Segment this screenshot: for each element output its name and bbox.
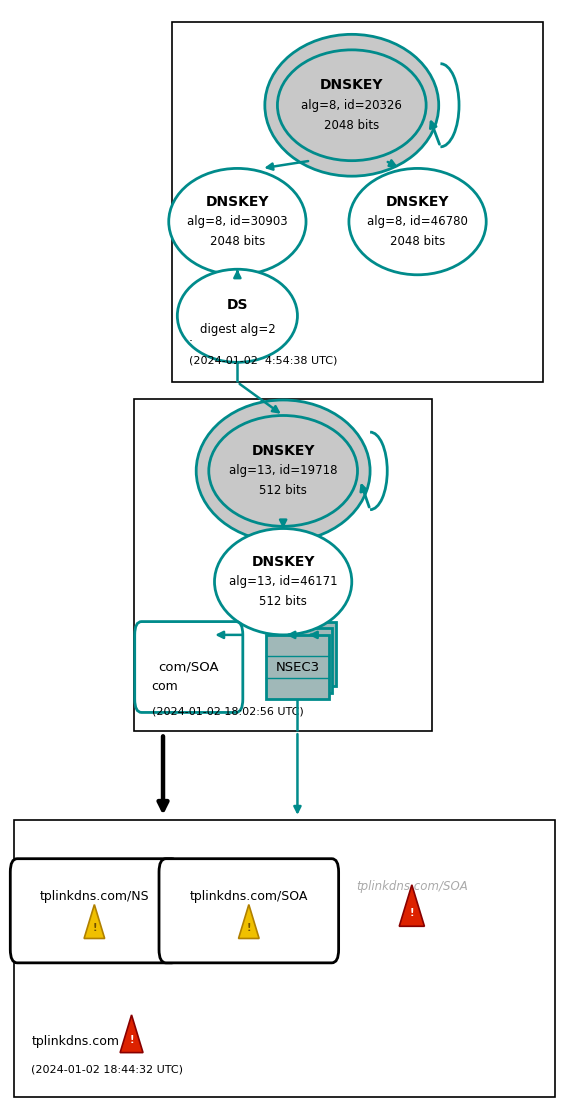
Bar: [14, 820, 555, 1097]
Text: alg=8, id=30903: alg=8, id=30903: [187, 215, 288, 228]
Text: DNSKEY: DNSKEY: [205, 195, 269, 208]
Bar: [134, 399, 432, 731]
Text: (2024-01-02 18:44:32 UTC): (2024-01-02 18:44:32 UTC): [31, 1064, 184, 1075]
FancyBboxPatch shape: [135, 622, 243, 712]
Text: tplinkdns.com: tplinkdns.com: [31, 1035, 120, 1048]
Text: tplinkdns.com/NS: tplinkdns.com/NS: [39, 890, 149, 903]
Text: alg=13, id=19718: alg=13, id=19718: [229, 464, 337, 478]
Text: com: com: [152, 680, 178, 694]
Text: digest alg=2: digest alg=2: [200, 322, 275, 336]
Polygon shape: [120, 1015, 143, 1053]
FancyBboxPatch shape: [273, 622, 336, 686]
Ellipse shape: [196, 400, 370, 542]
FancyBboxPatch shape: [269, 628, 332, 692]
FancyBboxPatch shape: [266, 635, 329, 699]
Text: tplinkdns.com/SOA: tplinkdns.com/SOA: [190, 890, 308, 903]
FancyBboxPatch shape: [159, 859, 339, 963]
Ellipse shape: [209, 416, 358, 526]
Text: !: !: [92, 923, 97, 933]
Text: (2024-01-02  4:54:38 UTC): (2024-01-02 4:54:38 UTC): [189, 355, 337, 366]
Text: DS: DS: [227, 298, 248, 311]
Text: DNSKEY: DNSKEY: [251, 555, 315, 568]
FancyBboxPatch shape: [10, 859, 178, 963]
Text: DNSKEY: DNSKEY: [251, 444, 315, 458]
Ellipse shape: [177, 269, 297, 362]
Text: alg=8, id=20326: alg=8, id=20326: [301, 99, 402, 112]
Text: 2048 bits: 2048 bits: [390, 235, 445, 248]
Text: (2024-01-02 18:02:56 UTC): (2024-01-02 18:02:56 UTC): [152, 706, 303, 717]
Polygon shape: [399, 885, 424, 926]
Ellipse shape: [277, 50, 426, 161]
Ellipse shape: [214, 529, 352, 635]
Text: 512 bits: 512 bits: [259, 484, 307, 497]
Text: !: !: [247, 923, 251, 933]
Text: alg=13, id=46171: alg=13, id=46171: [229, 575, 337, 588]
Text: alg=8, id=46780: alg=8, id=46780: [367, 215, 468, 228]
Text: 2048 bits: 2048 bits: [210, 235, 265, 248]
Text: com/SOA: com/SOA: [158, 660, 219, 674]
Text: NSEC3: NSEC3: [275, 660, 320, 674]
Ellipse shape: [169, 168, 306, 275]
Ellipse shape: [349, 168, 486, 275]
Text: DNSKEY: DNSKEY: [386, 195, 450, 208]
Text: 2048 bits: 2048 bits: [324, 119, 379, 132]
Text: !: !: [129, 1035, 134, 1046]
Polygon shape: [84, 904, 105, 938]
Text: .: .: [189, 331, 193, 345]
Text: !: !: [410, 907, 414, 917]
Polygon shape: [239, 904, 259, 938]
Text: 512 bits: 512 bits: [259, 595, 307, 608]
Text: DNSKEY: DNSKEY: [320, 79, 384, 92]
Bar: [172, 22, 543, 382]
Text: tplinkdns.com/SOA: tplinkdns.com/SOA: [356, 880, 468, 893]
Ellipse shape: [265, 34, 439, 176]
